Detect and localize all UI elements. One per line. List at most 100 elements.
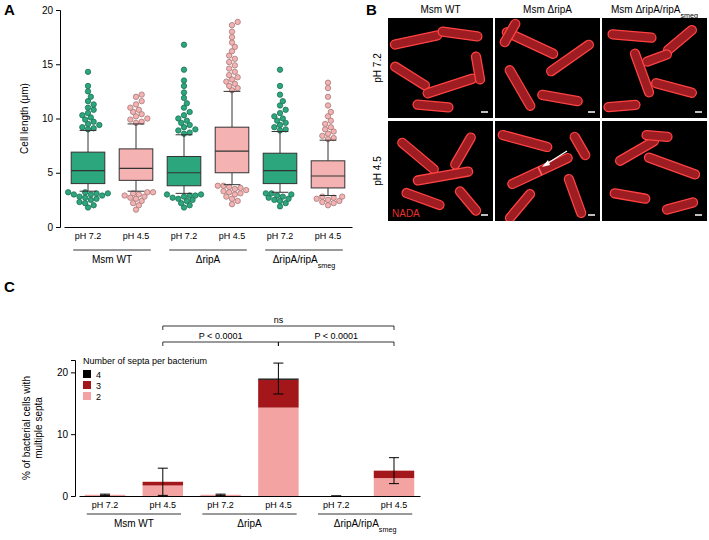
row-label: pH 7.2 (372, 53, 383, 83)
flier (277, 204, 282, 209)
plot-area (65, 19, 344, 212)
micrograph-cell (504, 188, 537, 221)
flier (85, 83, 90, 88)
flier (193, 193, 198, 198)
micrograph-background (602, 18, 707, 118)
x-tick: pH 7.2 (171, 231, 198, 241)
legend-title: Number of septa per bacterium (83, 356, 207, 366)
legend-label: 2 (96, 392, 101, 402)
whisker-cap-high (272, 131, 289, 132)
whisker-low (184, 186, 185, 194)
flier (181, 194, 186, 199)
group-label: Msm WT (92, 254, 132, 265)
flier (94, 196, 99, 201)
cell-body (413, 100, 454, 112)
flier (170, 195, 175, 200)
group-bracket (169, 250, 247, 251)
flier (181, 67, 186, 72)
x-tick-label: pH 4.5 (150, 500, 177, 510)
error-bar-cap (389, 457, 399, 458)
y-tick-mark (71, 496, 75, 497)
y-tick-label: 10 (42, 113, 54, 124)
whisker-cap-high (176, 134, 193, 135)
flier (232, 63, 237, 68)
x-tick: pH 7.2 (267, 231, 294, 241)
error-bar-cap (273, 363, 283, 364)
cell-body (499, 18, 522, 48)
flier (325, 85, 330, 90)
median (71, 170, 105, 171)
flier (280, 98, 285, 103)
flier (229, 40, 234, 45)
error-bar-cap (158, 495, 168, 496)
panel-label: B (366, 1, 377, 18)
y-tick: 15 (42, 59, 60, 70)
panel-b: BpH 7.2Msm WTMsm ΔripAMsm ΔripA/ripAsmeg… (366, 1, 707, 224)
cell-body (454, 185, 483, 217)
text-part: Msm ΔripA/ripA (611, 4, 681, 15)
x-tick-label: pH 7.2 (171, 231, 198, 241)
whisker-low (328, 188, 329, 196)
micrograph-cell (569, 131, 592, 161)
flier (181, 95, 186, 100)
scale-bar (481, 111, 488, 113)
cell-body (569, 131, 592, 161)
error-bar-cap (216, 495, 226, 496)
error-bar-cap (100, 494, 110, 495)
box-body (167, 156, 201, 185)
flier (122, 193, 127, 198)
micrograph-background (602, 121, 707, 221)
flier (320, 133, 325, 138)
median (215, 150, 249, 151)
flier (283, 107, 288, 112)
micrograph (602, 18, 707, 118)
whisker-cap-low (128, 191, 145, 192)
arrow-head (542, 160, 550, 167)
y-tick-mark (56, 64, 60, 65)
flier (85, 89, 90, 94)
y-axis-line (56, 11, 61, 228)
flier (277, 83, 282, 88)
flier (325, 94, 330, 99)
flier (229, 202, 234, 207)
bar-segment (85, 494, 125, 495)
whisker-cap-low (176, 193, 193, 194)
x-tick-label: pH 7.2 (267, 231, 294, 241)
y-tick: 0 (62, 491, 75, 502)
y-tick: 20 (42, 5, 60, 16)
whisker-cap-high (128, 123, 145, 124)
micrograph-background (388, 121, 493, 221)
cell-body (449, 131, 477, 170)
y-tick-label: 0 (47, 222, 53, 233)
cell-body (389, 61, 431, 92)
x-axis: pH 7.2pH 4.5pH 7.2pH 4.5pH 7.2pH 4.5 (80, 497, 421, 511)
group-label: ΔripA (237, 518, 262, 529)
bar-segment (85, 494, 125, 495)
flier (226, 72, 231, 77)
whisker-low (88, 184, 89, 192)
x-tick: pH 7.2 (92, 500, 119, 510)
y-tick-label: 10 (57, 429, 69, 440)
flier (226, 190, 231, 195)
flier (77, 199, 82, 204)
micrograph-cell (641, 49, 672, 68)
x-tick-label: pH 4.5 (381, 500, 408, 510)
cell-body (661, 197, 698, 215)
column-label: Msm WT (421, 4, 461, 15)
micrograph-cell (413, 166, 474, 185)
flier (91, 102, 96, 107)
y-axis: 01020 (57, 361, 76, 502)
flier (263, 191, 268, 196)
x-tick-label: pH 7.2 (207, 500, 234, 510)
micrograph-cell (438, 26, 483, 41)
flier (176, 128, 181, 133)
y-axis-title: Cell length (μm) (19, 83, 30, 154)
x-tick: pH 7.2 (323, 500, 350, 510)
box (263, 67, 297, 209)
flier (139, 92, 144, 97)
flier (215, 183, 220, 188)
median (263, 170, 297, 171)
stain-label: NADA (392, 208, 420, 219)
micrograph-cell (537, 90, 583, 107)
x-tick: pH 4.5 (150, 500, 177, 510)
